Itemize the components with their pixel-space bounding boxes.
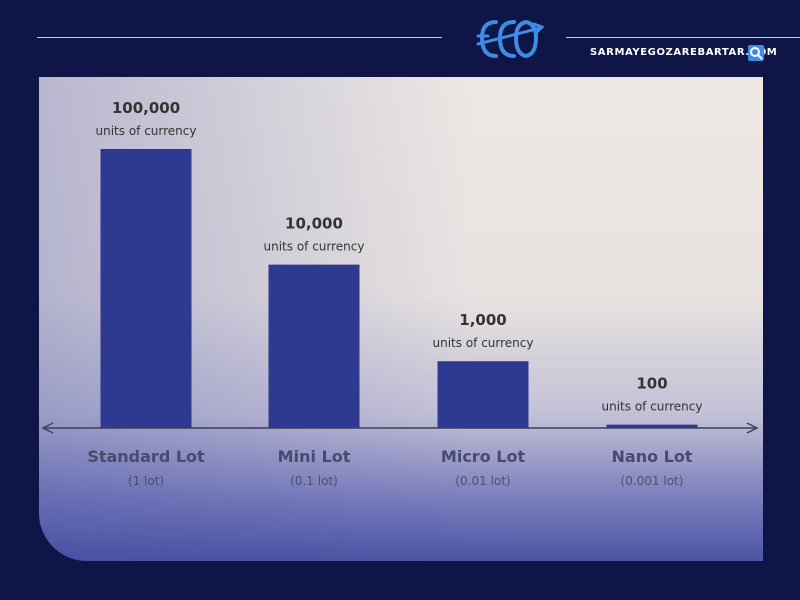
unit-label-2: units of currency bbox=[264, 240, 365, 254]
search-button[interactable] bbox=[748, 45, 764, 61]
category-label-1: Standard Lot bbox=[87, 447, 205, 466]
subcategory-label-3: (0.01 lot) bbox=[455, 474, 510, 488]
subcategory-label-2: (0.1 lot) bbox=[290, 474, 338, 488]
value-label-3: 1,000 bbox=[459, 311, 506, 329]
site-url[interactable]: SARMAYEGOZAREBARTAR.COM bbox=[590, 47, 778, 58]
header-divider-right bbox=[566, 37, 800, 38]
bar-2 bbox=[268, 264, 360, 428]
category-label-3: Micro Lot bbox=[441, 447, 526, 466]
value-label-1: 100,000 bbox=[112, 99, 180, 117]
unit-label-3: units of currency bbox=[433, 336, 534, 350]
category-label-4: Nano Lot bbox=[612, 447, 693, 466]
search-icon bbox=[750, 47, 763, 60]
value-label-4: 100 bbox=[636, 375, 667, 393]
subcategory-label-1: (1 lot) bbox=[128, 474, 164, 488]
subcategory-label-4: (0.001 lot) bbox=[621, 474, 684, 488]
bar-4 bbox=[606, 424, 698, 428]
axis-arrow-left bbox=[41, 422, 54, 434]
bar-1 bbox=[100, 149, 192, 428]
axis-arrow-right bbox=[746, 422, 759, 434]
unit-label-1: units of currency bbox=[96, 124, 197, 138]
value-label-2: 10,000 bbox=[285, 215, 343, 233]
category-label-2: Mini Lot bbox=[278, 447, 351, 466]
eco-logo-icon[interactable] bbox=[474, 10, 544, 68]
unit-label-4: units of currency bbox=[602, 400, 703, 414]
header-divider-left bbox=[37, 37, 442, 38]
bar-3 bbox=[437, 361, 529, 428]
